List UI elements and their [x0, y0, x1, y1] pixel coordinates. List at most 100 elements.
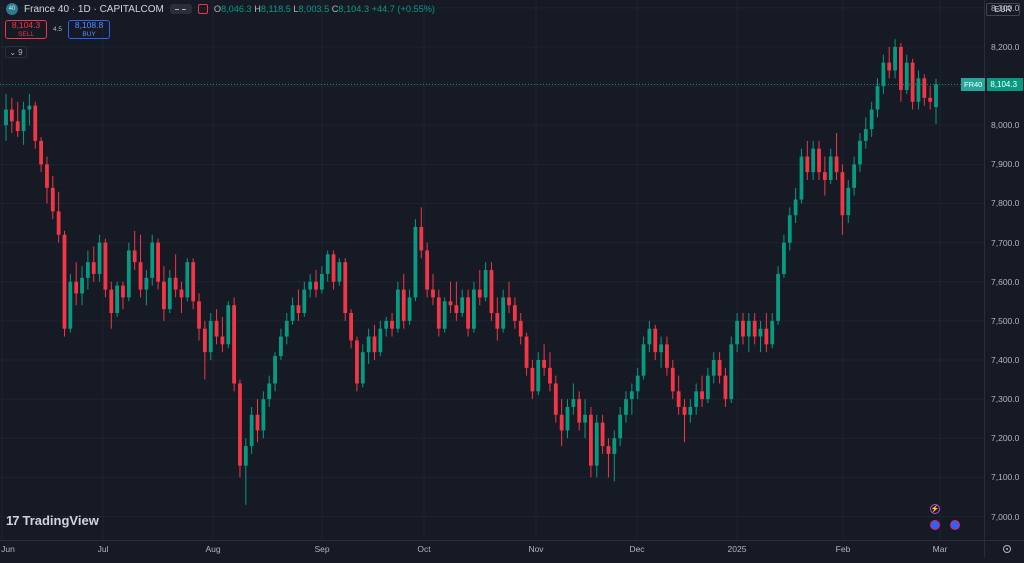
- candle: [916, 70, 921, 110]
- candle: [922, 74, 927, 106]
- candle: [863, 117, 868, 149]
- indicators-toggle-button[interactable]: ⌄ 9: [5, 46, 27, 58]
- candle-body: [319, 273, 324, 290]
- candle-body: [793, 199, 798, 216]
- candle: [360, 344, 365, 388]
- last-price-value: 8,104.3: [987, 78, 1024, 92]
- price-tick-label: 7,800.0: [991, 198, 1020, 209]
- candle-body: [705, 375, 710, 400]
- candle: [50, 176, 55, 220]
- candle-body: [419, 226, 424, 251]
- candle-body: [355, 340, 359, 384]
- candle-body: [682, 406, 687, 415]
- candle-body: [928, 97, 933, 102]
- candle-body: [606, 446, 611, 454]
- candle: [811, 140, 816, 180]
- candle-body: [132, 250, 137, 263]
- candle-body: [805, 156, 810, 173]
- candle-body: [390, 320, 394, 329]
- candle: [869, 101, 874, 137]
- chart-legend: 40 France 40 · 1D · CAPITALCOM O8,046.3 …: [6, 3, 435, 15]
- candle: [782, 234, 786, 278]
- candle: [904, 54, 909, 94]
- candle: [255, 399, 260, 443]
- candle: [477, 270, 482, 306]
- candle: [565, 399, 570, 439]
- candle-body: [191, 262, 196, 302]
- lightning-icon[interactable]: ⚡: [930, 504, 940, 514]
- candle: [214, 309, 219, 345]
- symbol-badge[interactable]: 40: [6, 3, 18, 15]
- spread-value: 4.5: [53, 26, 63, 33]
- time-axis[interactable]: Jun Jul Aug Sep Oct Nov Dec 2025 Feb Mar: [0, 540, 984, 557]
- sell-button[interactable]: 8,104.3 SELL: [5, 20, 47, 39]
- tradingview-logo-icon: 17: [6, 513, 20, 528]
- candle-body: [185, 262, 190, 298]
- candle: [314, 270, 318, 298]
- time-tick-label: Feb: [835, 544, 851, 554]
- time-tick-label: 2025: [727, 544, 747, 554]
- candle: [507, 281, 511, 314]
- gear-icon[interactable]: [985, 541, 1024, 558]
- candle-body: [624, 399, 628, 415]
- candle: [197, 293, 201, 341]
- candle: [115, 281, 120, 317]
- candle: [150, 234, 155, 286]
- candle: [162, 266, 166, 321]
- chart-pane[interactable]: [0, 0, 984, 540]
- candle-body: [115, 285, 120, 314]
- candle-body: [489, 270, 494, 314]
- candle: [758, 320, 763, 353]
- candle: [331, 250, 336, 290]
- last-price-label: FR40 8,104.3: [961, 78, 1024, 92]
- settings-corner[interactable]: [984, 540, 1024, 557]
- candle: [852, 156, 857, 196]
- candle-body: [916, 78, 921, 102]
- currency-button[interactable]: EUR: [986, 3, 1020, 16]
- candle-body: [360, 352, 365, 384]
- candle-body: [62, 234, 67, 329]
- candle: [711, 352, 716, 384]
- candle-body: [425, 250, 430, 290]
- hide-series-icon[interactable]: [169, 4, 192, 14]
- price-tick-label: 7,100.0: [991, 472, 1020, 483]
- candle: [390, 313, 394, 337]
- remove-icon[interactable]: [197, 4, 208, 14]
- candle-body: [822, 172, 827, 180]
- candle: [167, 270, 172, 314]
- candle: [144, 270, 149, 306]
- price-change: +44.7 (+0.55%): [371, 4, 435, 14]
- candle: [717, 352, 722, 384]
- candle-body: [518, 320, 523, 337]
- candle: [126, 242, 131, 302]
- sell-price: 8,104.3: [11, 19, 41, 30]
- candle: [372, 324, 377, 360]
- candle: [928, 86, 933, 110]
- candle-body: [261, 399, 266, 431]
- candle: [840, 164, 845, 235]
- candle: [805, 140, 810, 180]
- candle: [273, 352, 277, 392]
- price-tick-label: 7,900.0: [991, 159, 1020, 170]
- candle-body: [910, 62, 915, 102]
- time-tick-label: Jun: [1, 544, 15, 554]
- buy-button[interactable]: 8,108.8 BUY: [68, 20, 111, 39]
- tradingview-logo[interactable]: 17 TradingView: [6, 513, 99, 528]
- candle-body: [15, 121, 20, 132]
- candle: [682, 399, 687, 443]
- candle-body: [401, 289, 406, 321]
- price-tick-label: 7,200.0: [991, 433, 1020, 444]
- candle-body: [869, 109, 874, 130]
- candle: [27, 93, 32, 126]
- candle: [103, 238, 108, 298]
- event-marker-icon[interactable]: [930, 520, 940, 530]
- candlestick-chart: [0, 0, 984, 540]
- candle-body: [273, 356, 277, 384]
- candle: [483, 262, 488, 302]
- event-marker-icon[interactable]: [950, 520, 960, 530]
- candle: [460, 289, 465, 317]
- symbol-title[interactable]: France 40 · 1D · CAPITALCOM: [24, 3, 164, 15]
- candle-body: [782, 242, 786, 274]
- candle-body: [249, 414, 254, 447]
- candle: [793, 187, 798, 224]
